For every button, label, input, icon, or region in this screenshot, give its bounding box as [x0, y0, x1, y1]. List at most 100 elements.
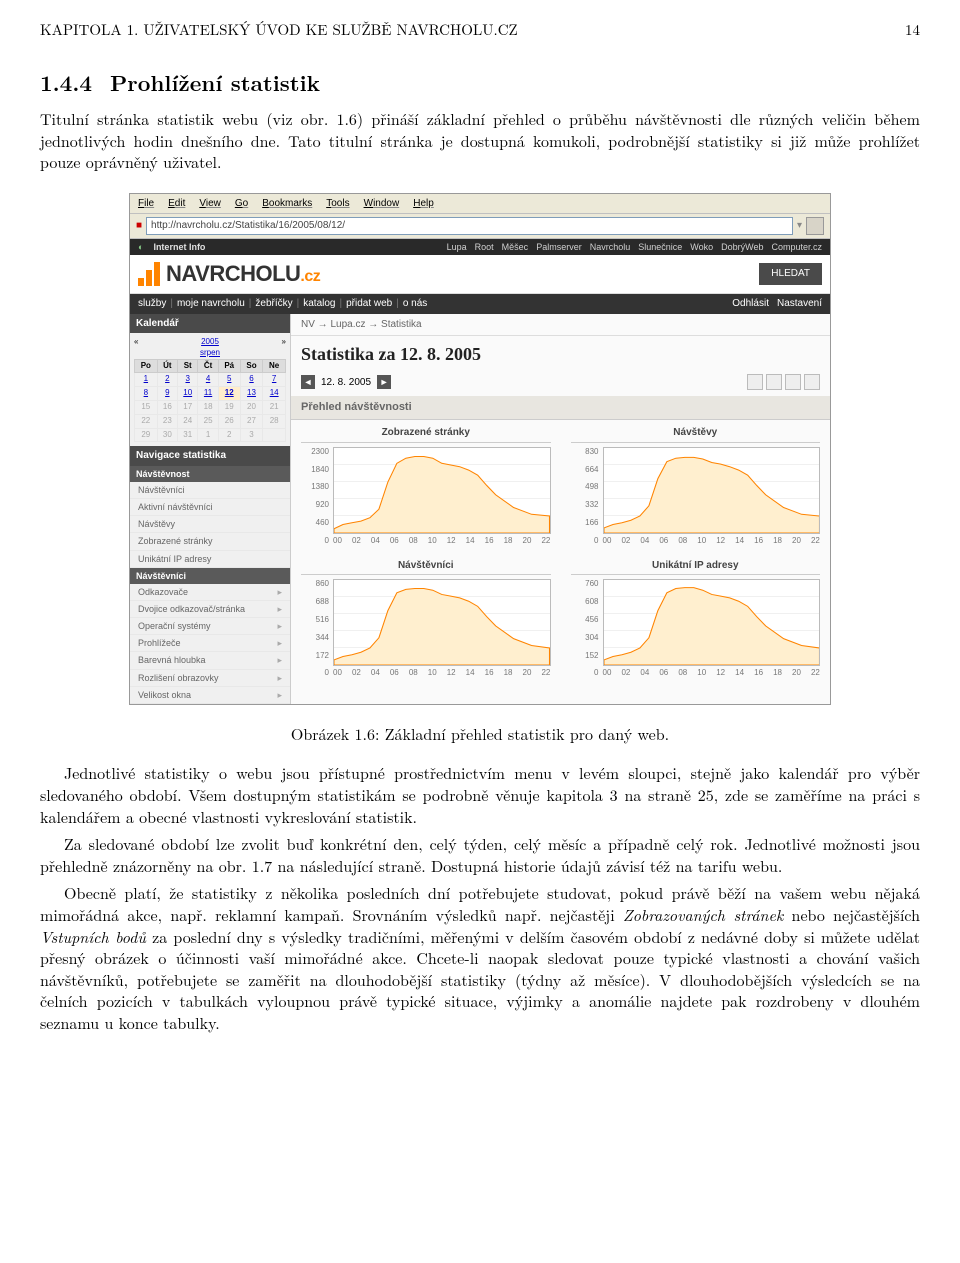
- sidebar-stat-link[interactable]: Návštěvníci: [130, 482, 290, 499]
- chart-zobrazené-stránky: Zobrazené stránky23001840138092046000002…: [291, 420, 561, 553]
- nav-link[interactable]: služby: [138, 297, 166, 311]
- calendar-day[interactable]: 3: [240, 428, 263, 442]
- tool-icon[interactable]: [747, 374, 763, 390]
- menu-item[interactable]: View: [199, 197, 221, 211]
- stat-title: Statistika za 12. 8. 2005: [291, 336, 830, 372]
- tool-icon[interactable]: [785, 374, 801, 390]
- chart-unikátní-ip-adresy: Unikátní IP adresy7606084563041520000204…: [561, 553, 831, 686]
- calendar-day[interactable]: [263, 428, 286, 442]
- url-input[interactable]: http://navrcholu.cz/Statistika/16/2005/0…: [146, 217, 793, 235]
- ii-link[interactable]: Palmserver: [536, 241, 582, 253]
- sidebar-stat-link[interactable]: Návštěvy: [130, 516, 290, 533]
- calendar-day[interactable]: 18: [198, 401, 218, 415]
- calendar-day[interactable]: 1: [198, 428, 218, 442]
- calendar-day[interactable]: 16: [157, 401, 177, 415]
- calendar[interactable]: «2005» srpen PoÚtStČtPáSoNe1234567891011…: [130, 333, 290, 446]
- calendar-day[interactable]: 28: [263, 414, 286, 428]
- calendar-day[interactable]: 29: [135, 428, 158, 442]
- calendar-day[interactable]: 12: [218, 387, 240, 401]
- nav-link[interactable]: přidat web: [346, 297, 392, 311]
- calendar-day[interactable]: 24: [178, 414, 198, 428]
- calendar-header: Kalendář: [130, 314, 290, 334]
- sidebar-stat-link[interactable]: Unikátní IP adresy: [130, 551, 290, 568]
- calendar-day[interactable]: 10: [178, 387, 198, 401]
- toolbar-icons: [747, 374, 820, 390]
- calendar-day[interactable]: 30: [157, 428, 177, 442]
- sidebar-stat-link[interactable]: Operační systémy▸: [130, 618, 290, 635]
- nav-link[interactable]: o nás: [403, 297, 427, 311]
- chart-title: Návštěvníci: [301, 559, 551, 576]
- nav-right-link[interactable]: Odhlásit: [732, 297, 769, 311]
- calendar-day[interactable]: 25: [198, 414, 218, 428]
- calendar-day[interactable]: 26: [218, 414, 240, 428]
- calendar-day[interactable]: 3: [178, 373, 198, 387]
- tool-icon[interactable]: [804, 374, 820, 390]
- ii-links: Lupa Root Měšec Palmserver Navrcholu Slunečni…: [447, 241, 822, 253]
- nav-link[interactable]: moje navrcholu: [177, 297, 245, 311]
- menu-item[interactable]: Help: [413, 197, 434, 211]
- ii-link[interactable]: DobrýWeb: [721, 241, 763, 253]
- calendar-day[interactable]: 19: [218, 401, 240, 415]
- menu-item[interactable]: Edit: [168, 197, 185, 211]
- ii-link[interactable]: Slunečnice: [638, 241, 682, 253]
- calendar-day[interactable]: 22: [135, 414, 158, 428]
- browser-addressbar: ■ http://navrcholu.cz/Statistika/16/2005…: [130, 214, 830, 239]
- calendar-day[interactable]: 11: [198, 387, 218, 401]
- nav-group1-header: Návštěvnost: [130, 466, 290, 482]
- calendar-day[interactable]: 2: [157, 373, 177, 387]
- menu-item[interactable]: Tools: [326, 197, 349, 211]
- calendar-day[interactable]: 27: [240, 414, 263, 428]
- sidebar-stat-link[interactable]: Velikost okna▸: [130, 687, 290, 704]
- menu-item[interactable]: Window: [364, 197, 400, 211]
- menu-item[interactable]: Bookmarks: [262, 197, 312, 211]
- ii-link[interactable]: Navrcholu: [590, 241, 631, 253]
- calendar-day[interactable]: 21: [263, 401, 286, 415]
- calendar-day[interactable]: 4: [198, 373, 218, 387]
- sidebar-stat-link[interactable]: Zobrazené stránky: [130, 533, 290, 550]
- menu-item[interactable]: File: [138, 197, 154, 211]
- prev-date-icon[interactable]: ◄: [301, 375, 315, 389]
- section-heading: 1.4.4Prohlížení statistik: [40, 68, 920, 98]
- sidebar-stat-link[interactable]: Prohlížeče▸: [130, 635, 290, 652]
- search-button[interactable]: HLEDAT: [759, 263, 822, 285]
- calendar-day[interactable]: 31: [178, 428, 198, 442]
- calendar-day[interactable]: 15: [135, 401, 158, 415]
- calendar-day[interactable]: 13: [240, 387, 263, 401]
- sidebar-stat-link[interactable]: Dvojice odkazovač/stránka▸: [130, 601, 290, 618]
- ii-label: Internet Info: [153, 241, 205, 253]
- breadcrumb: NV → Lupa.cz → Statistika: [291, 314, 830, 337]
- tool-icon[interactable]: [766, 374, 782, 390]
- sidebar-stat-link[interactable]: Aktivní návštěvníci: [130, 499, 290, 516]
- calendar-day[interactable]: 6: [240, 373, 263, 387]
- calendar-day[interactable]: 20: [240, 401, 263, 415]
- sidebar-stat-link[interactable]: Rozlišení obrazovky▸: [130, 670, 290, 687]
- go-button[interactable]: [806, 217, 824, 235]
- calendar-day[interactable]: 8: [135, 387, 158, 401]
- nav-link[interactable]: katalog: [303, 297, 335, 311]
- calendar-day[interactable]: 2: [218, 428, 240, 442]
- calendar-day[interactable]: 14: [263, 387, 286, 401]
- menu-item[interactable]: Go: [235, 197, 248, 211]
- overview-header: Přehled návštěvnosti: [291, 396, 830, 420]
- sidebar-stat-link[interactable]: Barevná hloubka▸: [130, 652, 290, 669]
- calendar-day[interactable]: 23: [157, 414, 177, 428]
- ii-link[interactable]: Computer.cz: [771, 241, 822, 253]
- nav-link[interactable]: žebříčky: [255, 297, 292, 311]
- paragraph-4: Obecně platí, že statistiky z několika p…: [40, 882, 920, 1033]
- paragraph-1: Titulní stránka statistik webu (viz obr.…: [40, 108, 920, 173]
- ii-link[interactable]: Lupa: [447, 241, 467, 253]
- current-date: 12. 8. 2005: [321, 376, 371, 390]
- sidebar-stat-link[interactable]: Odkazovače▸: [130, 584, 290, 601]
- calendar-day[interactable]: 9: [157, 387, 177, 401]
- nav-stat-header: Navigace statistika: [130, 446, 290, 466]
- next-date-icon[interactable]: ►: [377, 375, 391, 389]
- nav-right-link[interactable]: Nastavení: [777, 297, 822, 311]
- calendar-day[interactable]: 17: [178, 401, 198, 415]
- ii-link[interactable]: Woko: [690, 241, 713, 253]
- calendar-day[interactable]: 7: [263, 373, 286, 387]
- calendar-day[interactable]: 1: [135, 373, 158, 387]
- ii-link[interactable]: Měšec: [502, 241, 529, 253]
- calendar-day[interactable]: 5: [218, 373, 240, 387]
- date-navigator[interactable]: ◄ 12. 8. 2005 ►: [291, 372, 830, 396]
- ii-link[interactable]: Root: [475, 241, 494, 253]
